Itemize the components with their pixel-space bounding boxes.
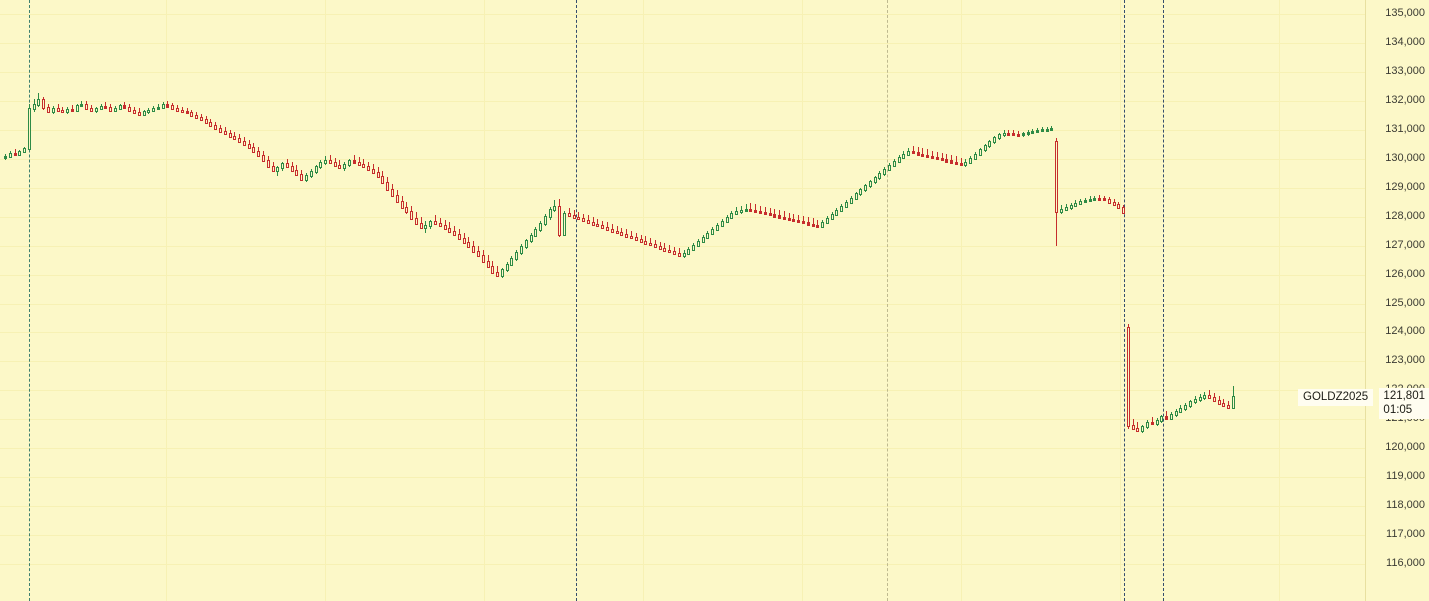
gridline-horizontal — [0, 217, 1366, 218]
gridline-horizontal — [0, 101, 1366, 102]
axis-tick: 120,000 — [1385, 441, 1425, 454]
gridline-horizontal — [0, 390, 1366, 391]
axis-tick: 131,000 — [1385, 122, 1425, 135]
axis-tick: 119,000 — [1386, 470, 1425, 483]
gridline-horizontal — [0, 535, 1366, 536]
session-divider-4 — [1124, 0, 1125, 601]
gridline-horizontal — [0, 159, 1366, 160]
gridline-horizontal — [0, 304, 1366, 305]
axis-tick: 118,000 — [1386, 499, 1425, 512]
gridline-vertical — [961, 0, 962, 601]
candle-series — [4, 93, 1235, 434]
axis-tick: 116,000 — [1386, 557, 1425, 570]
axis-tick: 134,000 — [1385, 35, 1425, 48]
gridline-horizontal — [0, 419, 1366, 420]
gridline-horizontal — [0, 361, 1366, 362]
gridline-horizontal — [0, 332, 1366, 333]
gridline-vertical — [484, 0, 485, 601]
axis-tick: 133,000 — [1385, 64, 1425, 77]
axis-tick: 123,000 — [1385, 354, 1425, 367]
gridline-vertical — [1120, 0, 1121, 601]
axis-tick: 127,000 — [1385, 238, 1425, 251]
gridline-horizontal — [0, 130, 1366, 131]
gridline-horizontal — [0, 72, 1366, 73]
gridline-horizontal — [0, 564, 1366, 565]
symbol-tag: GOLDZ2025 — [1298, 389, 1374, 407]
price-axis[interactable]: 135,000 134,000 133,000 132,000 131,000 130,0… — [1365, 0, 1429, 601]
axis-tick: 125,000 — [1385, 296, 1425, 309]
axis-tick: 130,000 — [1385, 151, 1425, 164]
axis-tick: 129,000 — [1385, 180, 1425, 193]
gridline-horizontal — [0, 246, 1366, 247]
axis-tick: 124,000 — [1385, 325, 1425, 338]
gridline-vertical — [1279, 0, 1280, 601]
gridline-vertical — [166, 0, 167, 601]
axis-tick: 117,000 — [1386, 528, 1425, 541]
gridline-horizontal — [0, 275, 1366, 276]
plot-area[interactable] — [0, 0, 1366, 601]
axis-tick: 135,000 — [1385, 7, 1425, 19]
session-divider-5 — [1163, 0, 1164, 601]
gridline-horizontal — [0, 14, 1366, 15]
gridline-horizontal — [0, 477, 1366, 478]
gridline-vertical — [643, 0, 644, 601]
gridline-vertical — [325, 0, 326, 601]
gridline-horizontal — [0, 448, 1366, 449]
gridline-horizontal — [0, 188, 1366, 189]
axis-tick: 128,000 — [1385, 209, 1425, 222]
gridline-vertical — [802, 0, 803, 601]
last-price-tag: 121,801 01:05 — [1379, 388, 1429, 420]
axis-tick: 132,000 — [1385, 93, 1425, 106]
last-price-value: 121,801 — [1383, 390, 1425, 403]
session-divider-2 — [576, 0, 577, 601]
gridline-horizontal — [0, 506, 1366, 507]
session-divider-3 — [887, 0, 888, 601]
axis-tick: 126,000 — [1385, 267, 1425, 280]
session-divider-1 — [29, 0, 30, 601]
gridline-horizontal — [0, 43, 1366, 44]
last-price-time: 01:05 — [1383, 404, 1413, 417]
